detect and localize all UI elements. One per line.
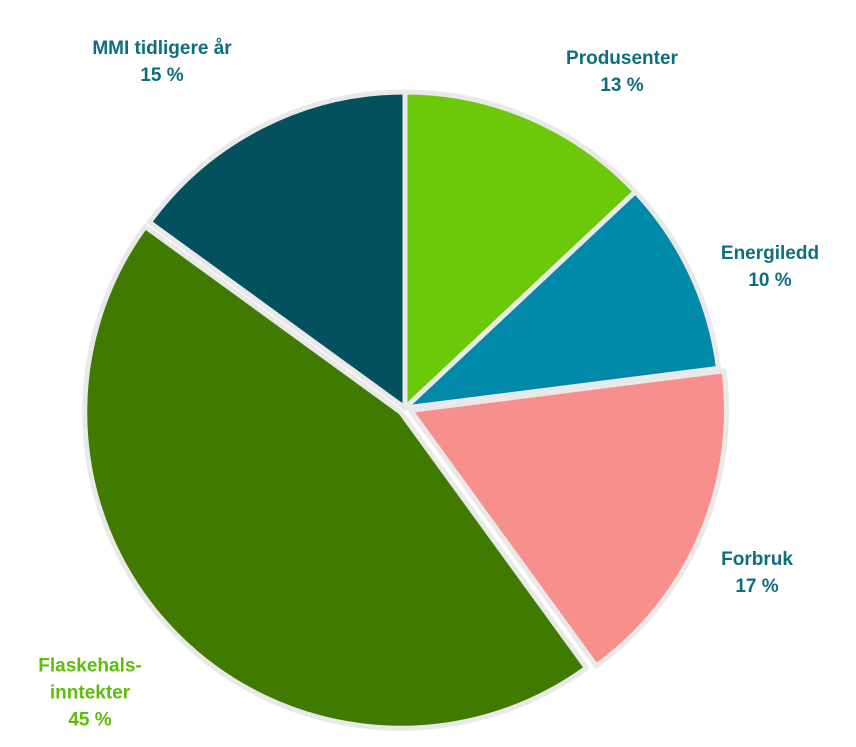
value-label: 45 %	[68, 709, 112, 731]
category-label: Energiledd	[720, 243, 820, 264]
slice-label: Flaskehals-inntekter 45 %	[20, 653, 160, 734]
value-label: 13 %	[600, 75, 644, 96]
pie-slice	[146, 89, 408, 411]
category-label: Forbruk	[721, 549, 793, 570]
slice-label: Produsenter 13 %	[537, 45, 707, 99]
value-label: 15 %	[140, 65, 184, 86]
value-label: 10 %	[748, 270, 792, 291]
category-label: Flaskehals-inntekter	[38, 655, 142, 704]
value-label: 17 %	[735, 576, 779, 597]
category-label: MMI tidligere år	[92, 38, 232, 59]
pie-slice	[402, 189, 722, 411]
pie-slice	[402, 89, 638, 411]
category-label: Produsenter	[566, 48, 678, 69]
slice-label: Energiledd 10 %	[685, 240, 855, 294]
pie-slice	[408, 368, 729, 669]
slice-label: Forbruk 17 %	[672, 546, 842, 600]
pie-slice	[82, 224, 589, 731]
slice-label: MMI tidligere år 15 %	[77, 35, 247, 89]
